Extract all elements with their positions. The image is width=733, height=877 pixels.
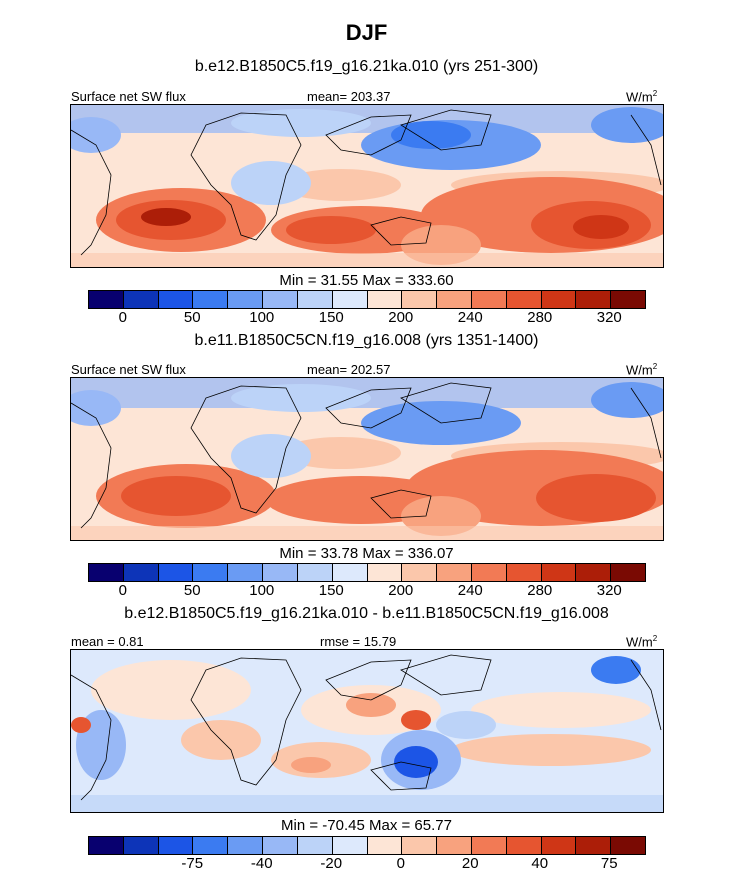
colorbar-swatch — [193, 564, 229, 581]
colorbar-tick-label: 75 — [600, 855, 618, 872]
panel-1-title: b.e12.B1850C5.f19_g16.21ka.010 (yrs 251-… — [194, 58, 539, 75]
panel-3-mean-label: mean = 0.81 — [71, 634, 144, 649]
colorbar-tick-label: 50 — [183, 582, 201, 599]
panel-2-stats: Min = 33.78 Max = 336.07 — [279, 545, 454, 562]
colorbar-swatch — [367, 837, 403, 854]
panel-2-map — [70, 377, 664, 541]
panel-2-colorbar — [88, 563, 646, 582]
colorbar-tick-label: 100 — [249, 582, 275, 599]
colorbar-tick-label: 280 — [527, 582, 553, 599]
panel-2-colorbar-ticks: 0 50 100 150 200 240 280 320 — [0, 582, 733, 602]
colorbar-swatch — [263, 837, 298, 854]
colorbar-swatch — [402, 291, 438, 308]
colorbar-swatch — [158, 291, 194, 308]
colorbar-tick-label: 0 — [118, 309, 127, 326]
colorbar-swatch — [576, 564, 612, 581]
colorbar-swatch — [367, 564, 403, 581]
colorbar-swatch — [193, 837, 229, 854]
colorbar-tick-label: 240 — [457, 582, 483, 599]
colorbar-swatch — [402, 564, 438, 581]
colorbar-swatch — [506, 564, 542, 581]
panel-3-rmse-label: rmse = 15.79 — [320, 634, 397, 649]
colorbar-swatch — [541, 291, 577, 308]
colorbar-swatch — [332, 564, 368, 581]
colorbar-swatch — [123, 564, 159, 581]
colorbar-swatch — [437, 291, 472, 308]
colorbar-swatch — [193, 291, 229, 308]
panel-1-colorbar-ticks: 0 50 100 150 200 240 280 320 — [0, 309, 733, 329]
colorbar-tick-label: 0 — [396, 855, 405, 872]
colorbar-tick-label: 150 — [318, 309, 344, 326]
colorbar-swatch — [158, 564, 194, 581]
colorbar-swatch — [332, 291, 368, 308]
colorbar-tick-label: 50 — [183, 309, 201, 326]
panel-3-map — [70, 649, 664, 813]
colorbar-swatch — [228, 564, 264, 581]
colorbar-swatch — [541, 564, 577, 581]
panel-2-mean-label: mean= 202.57 — [307, 362, 391, 377]
panel-1-colorbar — [88, 290, 646, 309]
colorbar-swatch — [611, 291, 645, 308]
colorbar-swatch — [123, 291, 159, 308]
colorbar-swatch — [471, 291, 507, 308]
panel-3-title: b.e12.B1850C5.f19_g16.21ka.010 - b.e11.B… — [124, 605, 609, 622]
panel-1-variable-label: Surface net SW flux — [71, 89, 186, 104]
panel-2-title: b.e11.B1850C5CN.f19_g16.008 (yrs 1351-14… — [194, 332, 539, 349]
colorbar-swatch — [297, 291, 333, 308]
panel-1-stats: Min = 31.55 Max = 333.60 — [279, 272, 454, 289]
colorbar-swatch — [158, 837, 194, 854]
panel-3-stats: Min = -70.45 Max = 65.77 — [281, 817, 452, 834]
colorbar-swatch — [471, 837, 507, 854]
colorbar-swatch — [123, 837, 159, 854]
colorbar-swatch — [437, 564, 472, 581]
colorbar-tick-label: 320 — [596, 309, 622, 326]
colorbar-tick-label: 150 — [318, 582, 344, 599]
panel-2-units: W/m2 — [626, 362, 658, 378]
colorbar-swatch — [402, 837, 438, 854]
panel-3-colorbar-ticks: -75 -40 -20 0 20 40 75 — [0, 855, 733, 875]
colorbar-tick-label: 40 — [531, 855, 549, 872]
panel-1-map — [70, 104, 664, 268]
colorbar-tick-label: 200 — [388, 582, 414, 599]
colorbar-swatch — [89, 837, 124, 854]
colorbar-swatch — [297, 564, 333, 581]
colorbar-tick-label: 20 — [461, 855, 479, 872]
colorbar-swatch — [437, 837, 472, 854]
figure-title: DJF — [345, 20, 388, 45]
colorbar-swatch — [576, 837, 612, 854]
colorbar-swatch — [506, 837, 542, 854]
colorbar-swatch — [611, 837, 645, 854]
colorbar-swatch — [367, 291, 403, 308]
colorbar-tick-label: 240 — [457, 309, 483, 326]
colorbar-tick-label: 280 — [527, 309, 553, 326]
colorbar-swatch — [297, 837, 333, 854]
colorbar-tick-label: 0 — [118, 582, 127, 599]
colorbar-swatch — [471, 564, 507, 581]
colorbar-swatch — [611, 564, 645, 581]
colorbar-tick-label: 100 — [249, 309, 275, 326]
colorbar-swatch — [506, 291, 542, 308]
panel-3-colorbar — [88, 836, 646, 855]
colorbar-tick-label: -20 — [320, 855, 343, 872]
colorbar-swatch — [332, 837, 368, 854]
colorbar-swatch — [228, 291, 264, 308]
colorbar-swatch — [541, 837, 577, 854]
colorbar-swatch — [228, 837, 264, 854]
colorbar-tick-label: -40 — [250, 855, 273, 872]
colorbar-tick-label: 320 — [596, 582, 622, 599]
panel-1-mean-label: mean= 203.37 — [307, 89, 391, 104]
colorbar-swatch — [263, 291, 298, 308]
panel-1-units: W/m2 — [626, 89, 658, 105]
colorbar-swatch — [89, 291, 124, 308]
colorbar-swatch — [263, 564, 298, 581]
colorbar-tick-label: -75 — [181, 855, 204, 872]
panel-3-units: W/m2 — [626, 634, 658, 650]
panel-2-variable-label: Surface net SW flux — [71, 362, 186, 377]
colorbar-swatch — [576, 291, 612, 308]
colorbar-tick-label: 200 — [388, 309, 414, 326]
colorbar-swatch — [89, 564, 124, 581]
